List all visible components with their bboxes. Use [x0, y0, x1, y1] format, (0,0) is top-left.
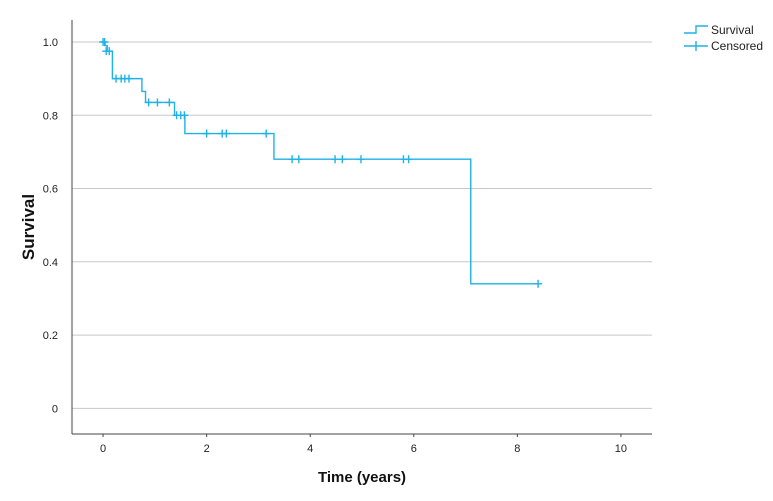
- legend-censored-symbol: [684, 41, 708, 51]
- survival-step-line: [103, 41, 539, 285]
- censored-marker: [165, 98, 174, 107]
- x-ticks: 0 2 4 6 8 10: [100, 434, 627, 455]
- y-ticks: 0 0.2 0.4 0.6 0.8 1.0: [43, 37, 58, 415]
- censored-marker: [124, 74, 133, 83]
- series-area: [99, 37, 543, 288]
- y-tick-label: 0.2: [43, 330, 58, 342]
- censored-marker: [534, 279, 543, 288]
- x-tick-label: 8: [514, 443, 520, 455]
- axes: [71, 20, 652, 435]
- censored-marker: [338, 155, 347, 164]
- censored-marker: [202, 129, 211, 138]
- gridlines: [72, 41, 652, 409]
- x-tick-label: 2: [204, 443, 210, 455]
- censored-marker: [105, 47, 114, 56]
- censored-marker: [294, 155, 303, 164]
- censored-marker: [288, 155, 297, 164]
- y-tick-label: 0.8: [43, 110, 58, 122]
- legend: Survival Censored: [684, 23, 763, 53]
- y-tick-label: 0.4: [43, 257, 58, 269]
- legend-survival-symbol: [684, 25, 708, 34]
- censored-marker: [262, 129, 271, 138]
- y-tick-label: 0: [52, 403, 58, 415]
- x-tick-label: 0: [100, 443, 106, 455]
- x-tick-label: 6: [411, 443, 417, 455]
- censored-marker: [356, 155, 365, 164]
- x-tick-label: 10: [615, 443, 627, 455]
- legend-label-survival: Survival: [711, 23, 754, 37]
- legend-label-censored: Censored: [711, 39, 763, 53]
- y-tick-label: 0.6: [43, 184, 58, 196]
- censored-marker: [222, 129, 231, 138]
- censored-marker: [180, 111, 189, 120]
- censored-marker: [100, 37, 109, 46]
- censored-marker: [404, 155, 413, 164]
- x-tick-label: 4: [307, 443, 313, 455]
- censored-marker: [331, 155, 340, 164]
- censored-marker: [153, 98, 162, 107]
- y-axis-title: Survival: [19, 194, 38, 260]
- y-tick-label: 1.0: [43, 37, 58, 49]
- censored-marker: [144, 98, 153, 107]
- x-axis-title: Time (years): [318, 469, 406, 486]
